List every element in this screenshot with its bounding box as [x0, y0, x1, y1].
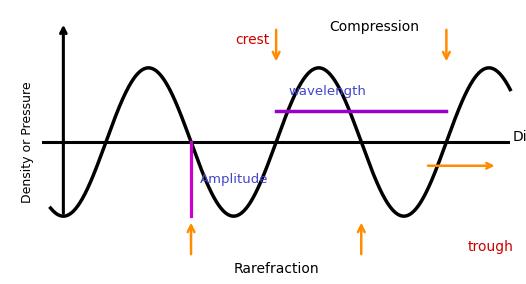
Text: Amplitude: Amplitude [199, 173, 268, 185]
Text: trough: trough [468, 240, 513, 254]
Text: Rarefraction: Rarefraction [234, 262, 319, 276]
Text: Distance: Distance [512, 130, 526, 144]
Text: Compression: Compression [329, 20, 419, 34]
Text: crest: crest [236, 33, 270, 47]
Text: wavelength: wavelength [289, 85, 367, 97]
Text: Density or Pressure: Density or Pressure [21, 81, 34, 203]
